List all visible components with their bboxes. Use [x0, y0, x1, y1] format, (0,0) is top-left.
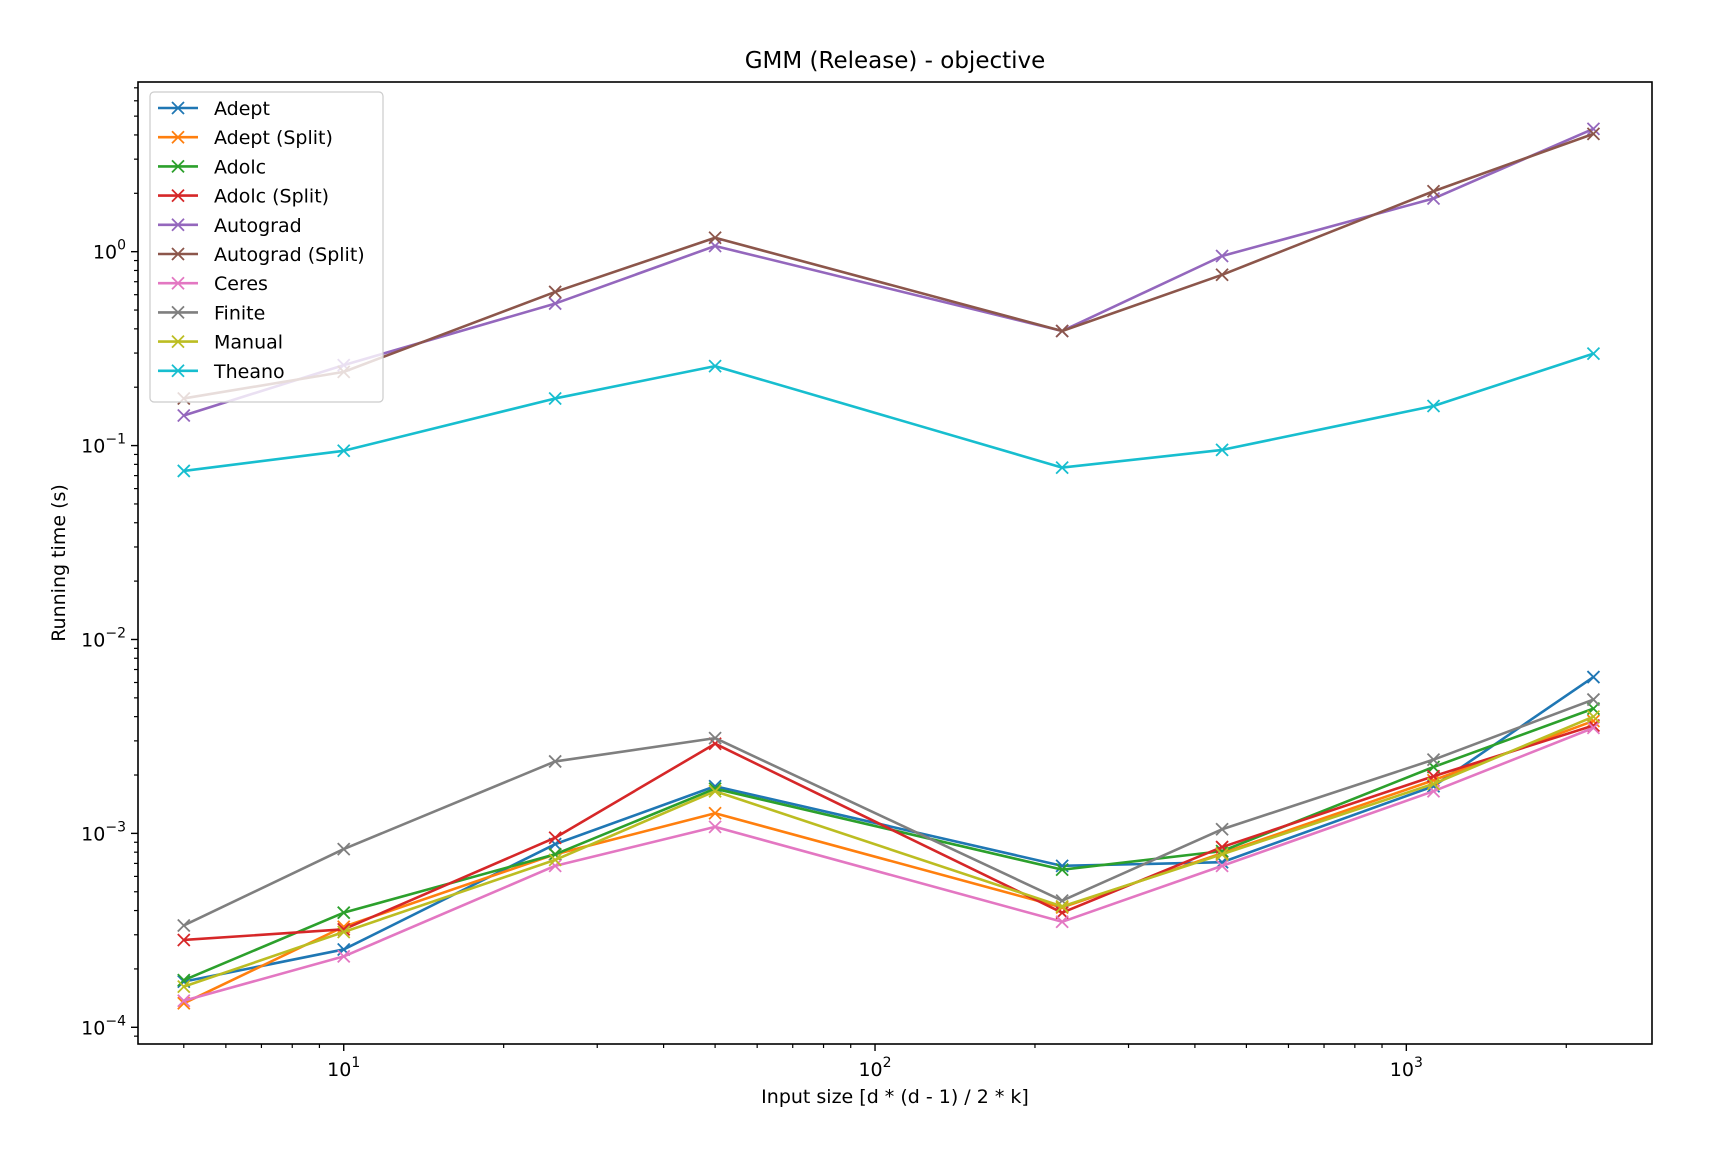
y-tick-label: 10−3: [81, 819, 126, 845]
data-point: [337, 444, 351, 458]
data-point: [1215, 443, 1229, 457]
chart-title: GMM (Release) - objective: [745, 48, 1046, 74]
data-point: [177, 408, 191, 423]
data-point: [708, 784, 722, 798]
legend-item: Adolc (Split): [158, 186, 329, 208]
data-point: [1586, 692, 1601, 707]
series-ceres: [177, 721, 1601, 1008]
series-theano: [177, 346, 1601, 478]
plot-area: [137, 81, 1653, 1045]
data-point: [1426, 753, 1441, 767]
data-point: [1586, 721, 1601, 735]
legend: Adept Adept (Split) Adolc Adolc (Split) Auto…: [149, 91, 384, 403]
data-point: [708, 806, 722, 820]
legend-label: Manual: [214, 332, 283, 354]
data-point: [1215, 847, 1229, 861]
data-point: [177, 933, 191, 947]
data-point: [1586, 670, 1601, 684]
data-point: [1426, 184, 1441, 198]
legend-item: Adept: [158, 98, 270, 120]
legend-item: Ceres: [158, 273, 268, 295]
legend-box: [149, 91, 384, 403]
x-tick-label: 103: [1390, 1055, 1423, 1081]
legend-item: Autograd: [158, 215, 302, 237]
y-tick-label: 10−2: [81, 625, 126, 651]
data-point: [1215, 822, 1229, 836]
legend-label: Autograd (Split): [214, 244, 365, 266]
data-point: [1055, 324, 1069, 338]
plot-series: [177, 122, 1601, 1010]
y-tick-label: 10−1: [81, 432, 126, 458]
data-point: [1586, 122, 1601, 136]
series-line: [183, 698, 1594, 927]
legend-item: Adolc: [158, 156, 266, 178]
y-tick-label: 100: [93, 238, 126, 264]
data-point: [177, 980, 191, 994]
series-line: [183, 724, 1594, 942]
series-manual: [177, 710, 1601, 994]
series-line: [183, 715, 1594, 988]
data-point: [1586, 127, 1601, 141]
series-line: [183, 726, 1594, 1003]
data-point: [548, 831, 562, 845]
legend-label: Ceres: [214, 273, 268, 295]
data-point: [337, 842, 351, 856]
data-point: [337, 925, 351, 939]
legend-item: Manual: [158, 332, 283, 354]
x-tick-label: 102: [858, 1055, 891, 1081]
data-point: [1055, 460, 1069, 475]
data-point: [708, 731, 722, 745]
legend-item: Theano: [158, 361, 285, 383]
data-point: [177, 464, 191, 478]
data-point: [1586, 710, 1601, 724]
data-point: [708, 820, 722, 834]
x-axis-label: Input size [d * (d - 1) / 2 * k]: [761, 1086, 1029, 1108]
data-point: [1055, 863, 1069, 877]
data-point: [548, 285, 562, 299]
legend-label: Theano: [213, 361, 285, 383]
series-line: [183, 675, 1595, 983]
data-point: [548, 391, 562, 406]
series-line: [183, 352, 1594, 473]
data-point: [1426, 777, 1441, 791]
data-point: [548, 296, 562, 311]
legend-label: Finite: [214, 302, 265, 324]
data-point: [1215, 268, 1229, 282]
data-point: [1586, 346, 1601, 361]
data-point: [1055, 915, 1069, 929]
data-point: [548, 754, 562, 769]
data-point: [1215, 249, 1229, 263]
data-point: [548, 853, 562, 867]
data-point: [708, 359, 722, 373]
x-tick-label: 101: [327, 1055, 360, 1081]
series-finite: [177, 692, 1601, 933]
data-point: [1055, 899, 1069, 914]
data-point: [1215, 859, 1229, 873]
data-point: [177, 994, 191, 1008]
data-point: [177, 918, 191, 933]
legend-label: Adept (Split): [214, 127, 333, 149]
y-axis-label: Running time (s): [48, 484, 70, 642]
legend-label: Adept: [214, 98, 270, 120]
axis-ticks: 101 102 103 10−4 10−3 10−2 10−1 100: [81, 87, 1567, 1081]
data-point: [337, 906, 351, 920]
data-point: [337, 949, 351, 964]
legend-item: Autograd (Split): [158, 244, 365, 266]
legend-item: Finite: [158, 302, 265, 324]
legend-label: Adolc: [214, 156, 266, 178]
y-tick-label: 10−4: [81, 1013, 126, 1039]
legend-label: Adolc (Split): [214, 186, 329, 208]
legend-item: Adept (Split): [158, 127, 333, 149]
data-point: [708, 231, 722, 245]
legend-label: Autograd: [214, 215, 302, 237]
data-point: [1426, 399, 1441, 413]
